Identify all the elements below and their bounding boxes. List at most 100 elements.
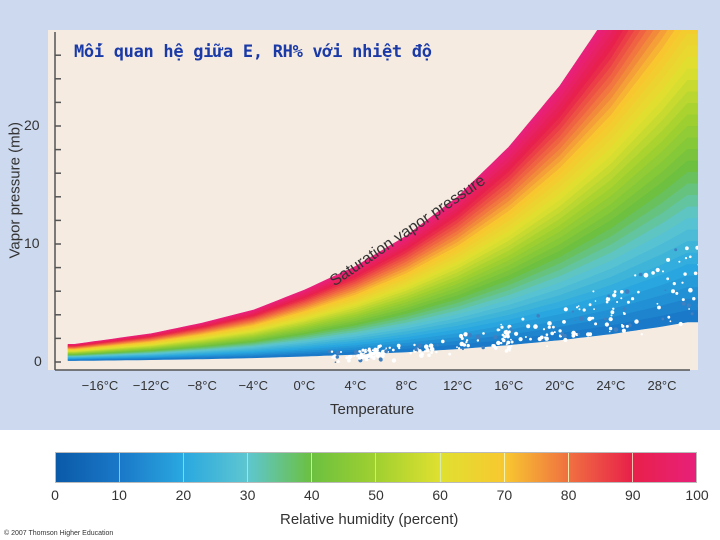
texture-speckle: [579, 316, 584, 322]
texture-speckle: [624, 289, 630, 294]
texture-speckle: [574, 319, 577, 322]
texture-speckle: [547, 325, 551, 329]
colorbar-segment: [312, 453, 377, 482]
colorbar-tick-label: 30: [239, 487, 256, 503]
texture-speckle: [496, 328, 500, 332]
y-tick-label: 0: [34, 353, 42, 369]
texture-speckle: [409, 352, 412, 355]
texture-speckle: [481, 345, 485, 350]
texture-speckle: [651, 271, 655, 275]
texture-speckle: [496, 340, 501, 346]
texture-speckle: [436, 344, 439, 347]
texture-speckle: [672, 282, 676, 286]
texture-speckle: [681, 298, 685, 302]
texture-speckle: [620, 290, 624, 294]
texture-speckle: [662, 270, 664, 273]
texture-speckle: [361, 348, 365, 352]
colorbar-tick-label: 10: [111, 487, 127, 503]
texture-speckle: [588, 303, 592, 307]
texture-speckle: [655, 267, 660, 273]
colorbar-tick-label: 40: [304, 487, 320, 503]
x-axis-label: Temperature: [330, 401, 415, 418]
x-tick-label: −4°C: [238, 378, 268, 393]
texture-speckle: [552, 325, 555, 329]
texture-speckle: [336, 350, 340, 355]
texture-speckle: [385, 347, 388, 350]
copyright-notice: © 2007 Thomson Higher Education: [4, 530, 114, 537]
texture-speckle: [689, 255, 692, 259]
humidity-colorbar: [55, 452, 697, 483]
texture-speckle: [476, 339, 480, 342]
x-tick-label: 0°C: [293, 378, 316, 393]
texture-speckle: [690, 312, 694, 316]
texture-speckle: [506, 345, 512, 351]
colorbar-tick-label: 80: [560, 487, 577, 503]
texture-speckle: [631, 297, 635, 301]
colorbar-segment: [568, 453, 633, 482]
texture-speckle: [475, 334, 481, 340]
x-tick-label: 4°C: [344, 378, 367, 393]
texture-speckle: [384, 349, 388, 354]
texture-speckle: [627, 323, 632, 328]
texture-speckle: [427, 353, 431, 358]
texture-speckle: [684, 257, 688, 260]
x-tick-label: 24°C: [596, 378, 626, 393]
texture-speckle: [539, 335, 544, 340]
texture-speckle: [582, 308, 586, 312]
texture-speckle: [500, 323, 502, 326]
texture-speckle: [375, 353, 379, 357]
texture-speckle: [533, 324, 538, 329]
texture-speckle: [699, 322, 701, 324]
texture-speckle: [607, 294, 611, 298]
texture-speckle: [612, 293, 617, 298]
texture-speckle: [500, 325, 504, 329]
texture-speckle: [467, 332, 473, 338]
texture-speckle: [594, 300, 597, 302]
texture-speckle: [697, 303, 698, 308]
colorbar-segment: [440, 453, 505, 482]
colorbar-segment: [248, 453, 313, 482]
texture-speckle: [505, 329, 508, 333]
texture-speckle: [683, 272, 687, 276]
texture-speckle: [686, 303, 691, 308]
texture-speckle: [544, 336, 547, 339]
texture-speckle: [667, 315, 671, 319]
texture-speckle: [509, 327, 513, 330]
texture-speckle: [657, 305, 661, 310]
texture-speckle: [429, 347, 435, 352]
texture-speckle: [661, 317, 665, 321]
texture-speckle: [576, 306, 579, 309]
texture-speckle: [441, 339, 445, 344]
texture-speckle: [681, 281, 684, 284]
texture-speckle: [336, 360, 340, 364]
texture-speckle: [613, 327, 619, 333]
texture-speckle: [500, 341, 503, 345]
texture-speckle: [637, 290, 640, 294]
texture-speckle: [608, 326, 613, 331]
texture-speckle: [391, 348, 395, 352]
texture-speckle: [688, 287, 693, 293]
x-tick-label: 12°C: [443, 378, 473, 393]
texture-speckle: [457, 347, 461, 350]
texture-speckle: [363, 352, 365, 355]
colorbar-tick-label: 0: [51, 487, 59, 503]
colorbar-tick-label: 100: [685, 487, 709, 503]
texture-speckle: [591, 316, 595, 320]
texture-speckle: [545, 333, 549, 337]
texture-speckle: [622, 311, 625, 314]
colorbar-tick-label: 60: [432, 487, 448, 503]
texture-speckle: [669, 320, 672, 323]
texture-speckle: [536, 314, 540, 318]
colorbar-segment: [504, 453, 569, 482]
x-tick-label: 28°C: [647, 378, 677, 393]
texture-speckle: [494, 346, 498, 350]
texture-speckle: [430, 351, 433, 355]
texture-speckle: [428, 343, 434, 349]
texture-speckle: [378, 357, 383, 362]
colorbar-segment: [376, 453, 441, 482]
texture-speckle: [553, 331, 556, 334]
texture-speckle: [423, 350, 426, 353]
texture-speckle: [424, 344, 429, 350]
texture-speckle: [638, 272, 643, 277]
